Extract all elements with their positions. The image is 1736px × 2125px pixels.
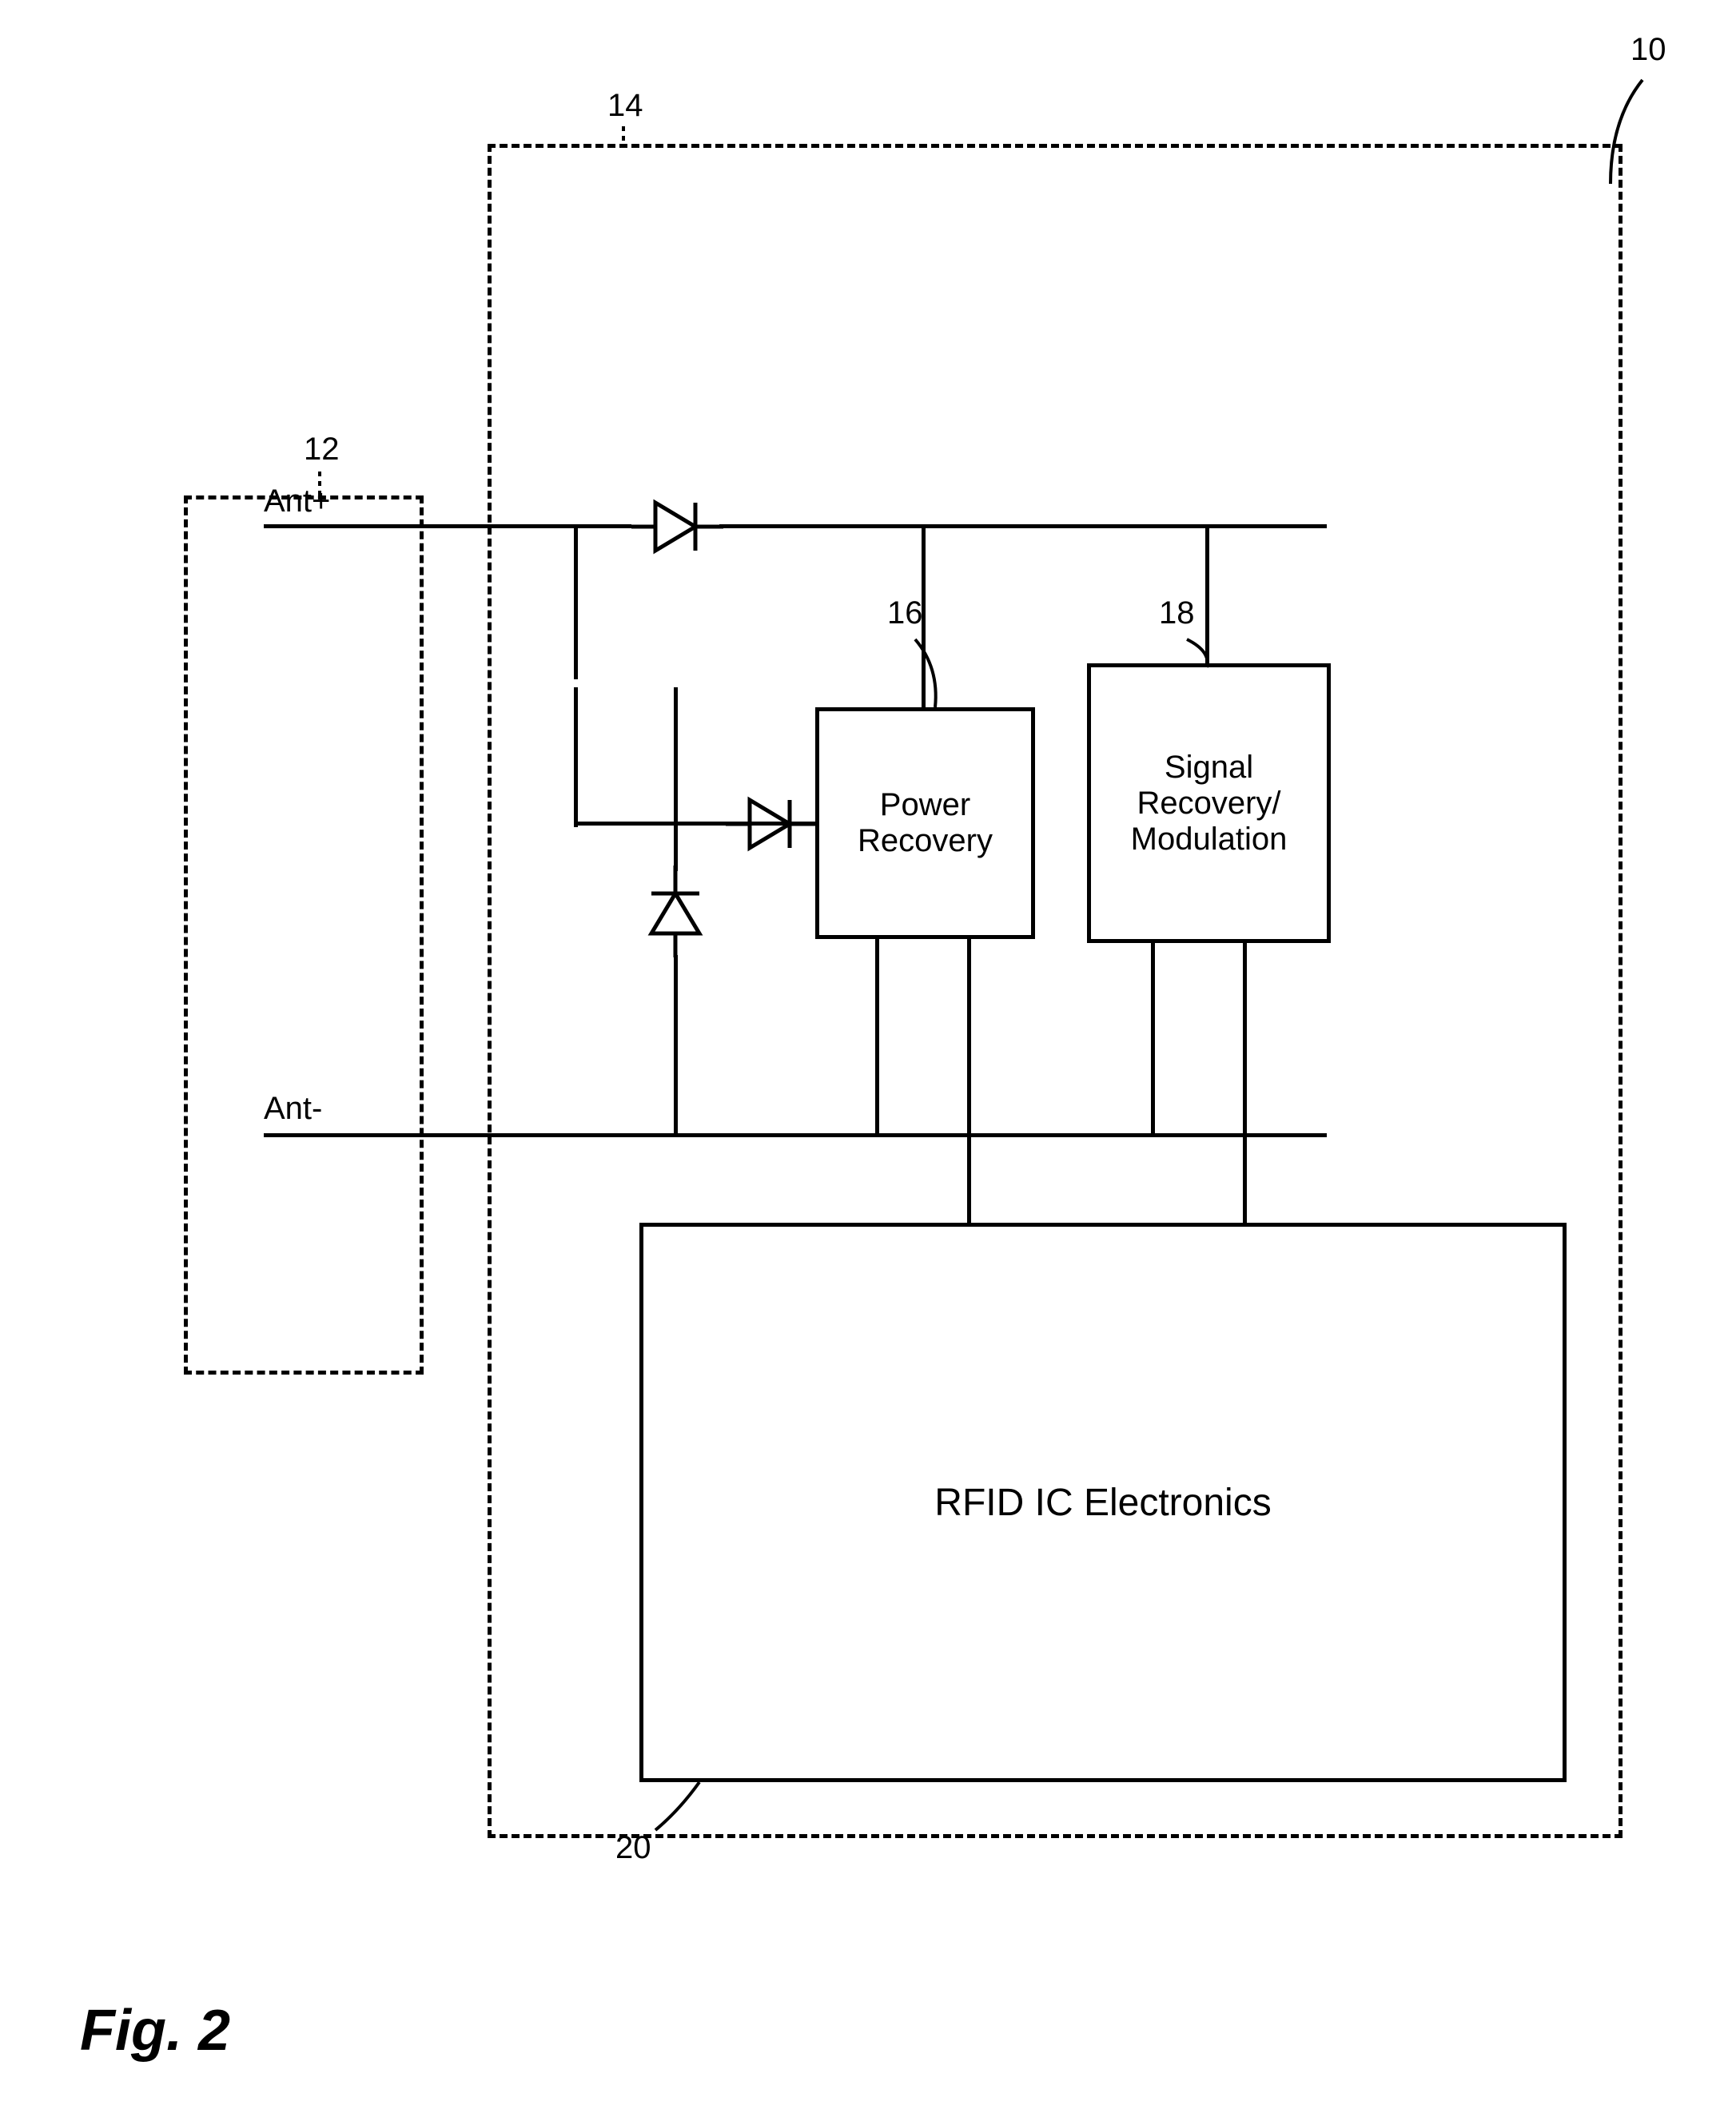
power-recovery-line1: Power — [880, 787, 970, 823]
wire-antplus-right — [719, 524, 1327, 528]
ref-12: 12 — [304, 432, 340, 468]
arc-ref14 — [607, 126, 639, 158]
antenna-box — [184, 495, 424, 1375]
wire-d3-lower-b — [674, 955, 678, 1137]
ref-10: 10 — [1630, 32, 1666, 68]
signal-line3: Modulation — [1131, 822, 1288, 858]
signal-recovery-block: Signal Recovery/ Modulation — [1087, 663, 1331, 943]
diode-d1 — [631, 481, 723, 573]
wire-power-out2 — [967, 939, 971, 1227]
wire-power-out1 — [875, 939, 879, 1137]
ant-minus-label: Ant- — [264, 1091, 322, 1127]
patch — [574, 679, 734, 687]
arc-ref10 — [1591, 72, 1662, 192]
power-recovery-block: Power Recovery — [815, 707, 1035, 939]
diode-d3 — [630, 866, 722, 957]
diode-d2 — [726, 778, 818, 870]
arc-ref18 — [1179, 635, 1219, 671]
ref-16: 16 — [887, 595, 923, 631]
electronics-block: RFID IC Electronics — [639, 1223, 1567, 1782]
ref-18: 18 — [1159, 595, 1195, 631]
signal-line2: Recovery/ — [1137, 786, 1280, 822]
ref-20: 20 — [615, 1830, 651, 1866]
power-recovery-line2: Recovery — [858, 823, 993, 859]
diagram-canvas: Ant+ Ant- Power Recovery Signal Recovery — [0, 0, 1736, 2125]
wire-signal-out2 — [1243, 943, 1247, 1227]
wire-signal-out1 — [1151, 943, 1155, 1137]
wire-v-720b — [574, 524, 578, 827]
arc-ref12 — [304, 472, 336, 503]
wire-d3-upper-b — [674, 822, 678, 871]
ref-14: 14 — [607, 88, 643, 124]
wire-antminus — [264, 1133, 1327, 1137]
arc-ref16 — [907, 635, 947, 711]
signal-line1: Signal — [1165, 750, 1253, 786]
figure-label: Fig. 2 — [80, 1998, 230, 2063]
electronics-text: RFID IC Electronics — [934, 1481, 1271, 1525]
arc-ref20 — [643, 1778, 707, 1834]
